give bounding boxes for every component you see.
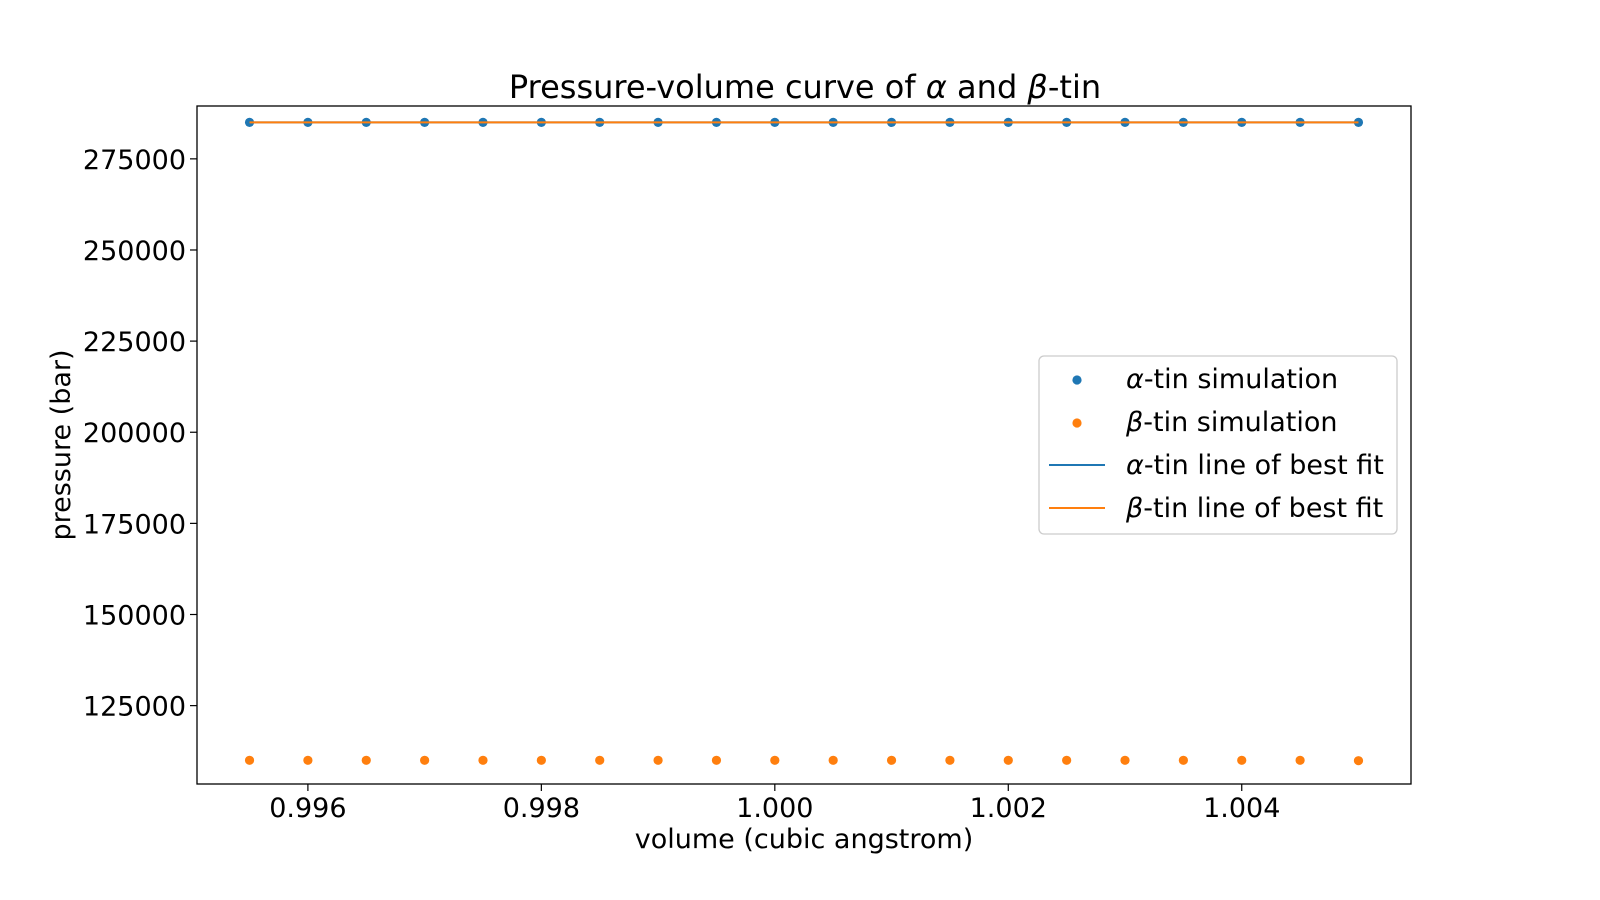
series-1-point-19 — [1353, 756, 1364, 766]
y-tick-label: 125000 — [83, 692, 186, 723]
x-axis-label: volume (cubic angstrom) — [635, 824, 973, 855]
series-1-point-2 — [361, 755, 371, 765]
legend-label-0: α-tin simulation — [1126, 364, 1338, 395]
series-1-point-10 — [828, 755, 838, 765]
series-1-point-18 — [1295, 755, 1305, 765]
series-1-point-16 — [1178, 755, 1188, 765]
x-tick-label: 1.000 — [736, 793, 813, 824]
legend-marker-0 — [1072, 375, 1082, 385]
chart-title: Pressure-volume curve of α and β-tin — [509, 68, 1101, 106]
axis-ticks: 0.996 0.998 1.000 1.002 1.004 125000 150000 175… — [83, 145, 1280, 824]
legend-marker-1 — [1072, 418, 1082, 428]
series-1-point-7 — [653, 755, 663, 765]
legend-label-3: β-tin line of best fit — [1125, 493, 1383, 524]
legend: α-tin simulation β-tin simulation α-tin li… — [1038, 355, 1398, 535]
x-tick-label: 0.996 — [269, 793, 346, 824]
series-1-point-11 — [886, 755, 897, 765]
series-1-point-12 — [945, 755, 955, 765]
series-1-point-4 — [478, 755, 488, 765]
axes-frame — [196, 105, 1412, 785]
series-1-point-15 — [1120, 755, 1130, 765]
series-1-point-14 — [1062, 755, 1072, 765]
series-1-point-17 — [1237, 755, 1247, 765]
x-tick-label: 1.002 — [970, 793, 1047, 824]
y-tick-label: 275000 — [83, 145, 186, 176]
y-tick-label: 200000 — [83, 418, 186, 449]
legend-label-1: β-tin simulation — [1125, 407, 1338, 438]
series-1-point-3 — [420, 755, 430, 765]
series-1-point-13 — [1003, 755, 1013, 765]
series-1-point-9 — [770, 755, 780, 765]
series-1-point-6 — [595, 755, 605, 765]
y-tick-label: 225000 — [83, 327, 186, 358]
legend-frame — [1038, 355, 1398, 535]
legend-label-2: α-tin line of best fit — [1126, 450, 1384, 481]
y-tick-label: 150000 — [83, 601, 186, 632]
y-axis-label: pressure (bar) — [46, 349, 77, 540]
series-1-point-5 — [536, 755, 546, 765]
series-1-point-0 — [244, 755, 255, 765]
series-1-point-1 — [303, 755, 313, 765]
plot-area — [244, 117, 1364, 766]
y-tick-label: 175000 — [83, 509, 186, 540]
y-tick-label: 250000 — [83, 236, 186, 267]
x-tick-label: 0.998 — [503, 793, 580, 824]
x-tick-label: 1.004 — [1203, 793, 1280, 824]
series-1-point-8 — [711, 755, 722, 765]
